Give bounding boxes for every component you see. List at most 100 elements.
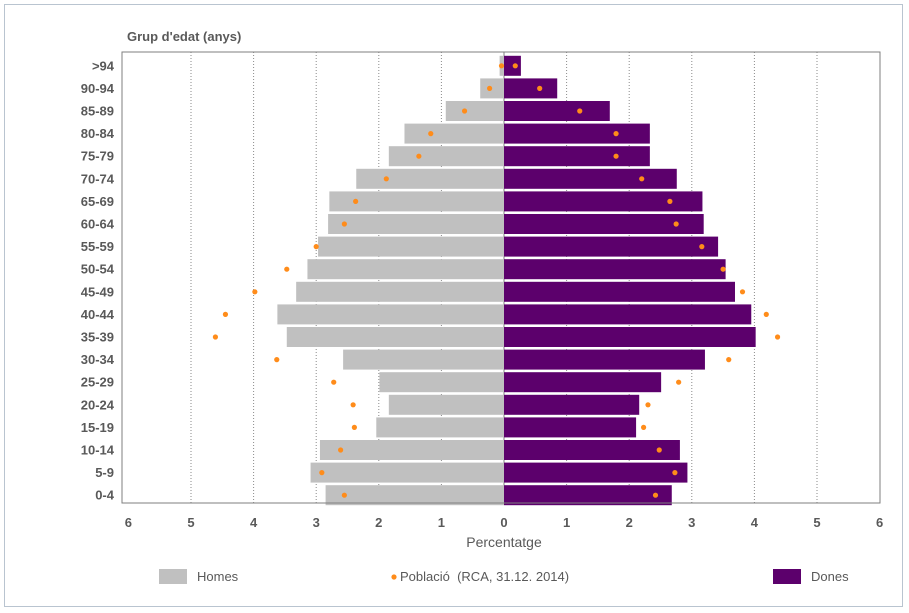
population-dot-homes (252, 289, 258, 295)
population-dot-dones (763, 311, 769, 317)
y-tick-label: 70-74 (81, 171, 115, 186)
y-tick-label: 90-94 (81, 81, 115, 96)
y-tick-label: 80-84 (81, 126, 115, 141)
population-dot-homes (416, 153, 422, 159)
y-tick-label: 25-29 (81, 375, 114, 390)
bar-homes (388, 394, 504, 415)
x-tick-label: 6 (125, 515, 132, 530)
population-dot-homes (338, 447, 344, 453)
legend-swatch-homes (159, 569, 187, 584)
population-dot-dones (613, 153, 619, 159)
population-dot-dones (640, 424, 647, 430)
x-tick-label: 4 (250, 515, 258, 530)
bar-dones (504, 327, 756, 347)
bar-dones (504, 259, 726, 280)
bar-dones (504, 191, 703, 212)
population-dot-dones (676, 379, 682, 385)
bar-homes (329, 191, 504, 212)
population-dot-dones (613, 131, 619, 137)
bar-homes (325, 485, 504, 506)
population-dot-homes (353, 198, 359, 204)
population-dot-dones (645, 402, 651, 408)
population-dot-homes (222, 311, 229, 317)
population-dot-homes (383, 176, 389, 182)
population-dot-homes (319, 470, 325, 476)
x-tick-label: 6 (876, 515, 883, 530)
population-dot-homes (487, 85, 493, 91)
population-dot-dones (774, 334, 781, 340)
y-tick-label: 0-4 (95, 488, 115, 503)
x-tick-label: 5 (187, 515, 194, 530)
y-tick-label: 65-69 (81, 194, 114, 209)
bar-homes (307, 259, 504, 280)
y-tick-label: 35-39 (81, 330, 114, 345)
bar-homes (296, 281, 504, 302)
x-tick-label: 2 (375, 515, 382, 530)
x-tick-label: 2 (626, 515, 633, 530)
bar-dones (504, 485, 672, 506)
bar-homes (328, 214, 504, 234)
y-tick-labels: >94 90-94 85-89 80-84 75-79 70-74 65-69 60-64 55… (81, 58, 115, 502)
y-tick-label: 15-19 (81, 420, 114, 435)
x-tick-label: 4 (751, 515, 759, 530)
bar-dones (504, 372, 662, 393)
bar-homes (388, 146, 504, 167)
y-tick-label: 5-9 (95, 465, 114, 480)
y-tick-label: >94 (92, 58, 115, 73)
population-dot-dones (673, 221, 679, 227)
legend: Homes Població (RCA, 31.12. 2014) Dones (159, 569, 849, 584)
bar-homes (286, 327, 504, 347)
bar-dones (504, 440, 680, 460)
y-tick-label: 85-89 (81, 104, 114, 119)
population-dots (212, 63, 781, 498)
population-dot-homes (461, 108, 468, 114)
bar-dones (504, 281, 735, 302)
population-dot-dones (739, 289, 746, 295)
population-dot-homes (284, 266, 290, 272)
bar-dones (504, 146, 650, 167)
bar-dones (504, 214, 704, 234)
population-dot-homes (341, 221, 347, 227)
population-dot-homes (274, 357, 280, 363)
bar-dones (504, 101, 610, 121)
bar-homes (319, 440, 504, 460)
population-dot-dones (720, 266, 726, 272)
plot-border (121, 51, 881, 504)
population-dot-dones (537, 85, 543, 91)
y-axis-title: Grup d'edat (anys) (127, 29, 241, 44)
x-tick-labels: 6 5 4 3 2 1 0 1 2 3 4 5 6 (125, 515, 883, 530)
bar-dones (504, 417, 637, 438)
bar-dones (504, 123, 650, 144)
bar-dones (504, 304, 752, 325)
population-dot-dones (652, 492, 659, 498)
legend-dot-poblacio (391, 574, 397, 580)
bar-homes (343, 349, 504, 370)
y-tick-label: 40-44 (81, 307, 115, 322)
population-dot-dones (639, 176, 645, 182)
x-tick-label: 3 (688, 515, 695, 530)
legend-label-poblacio: Població (RCA, 31.12. 2014) (400, 569, 569, 584)
y-tick-label: 50-54 (81, 262, 115, 277)
population-dot-homes (351, 424, 357, 430)
bar-homes (318, 236, 504, 257)
y-tick-label: 20-24 (81, 397, 115, 412)
population-dot-homes (498, 63, 505, 69)
bar-homes (376, 417, 504, 438)
y-tick-label: 75-79 (81, 149, 114, 164)
y-tick-label: 30-34 (81, 352, 115, 367)
population-dot-dones (512, 63, 518, 69)
population-dot-dones (656, 447, 662, 453)
x-tick-label: 0 (500, 515, 507, 530)
y-tick-label: 60-64 (81, 217, 115, 232)
bar-dones (504, 78, 558, 99)
bar-homes (404, 123, 504, 144)
legend-label-homes: Homes (197, 569, 239, 584)
bar-dones (504, 349, 705, 370)
population-dot-homes (331, 379, 337, 385)
legend-label-dones: Dones (811, 569, 849, 584)
bars (277, 55, 756, 506)
population-dot-dones (672, 470, 678, 476)
population-dot-homes (313, 244, 319, 250)
x-tick-label: 3 (313, 515, 320, 530)
